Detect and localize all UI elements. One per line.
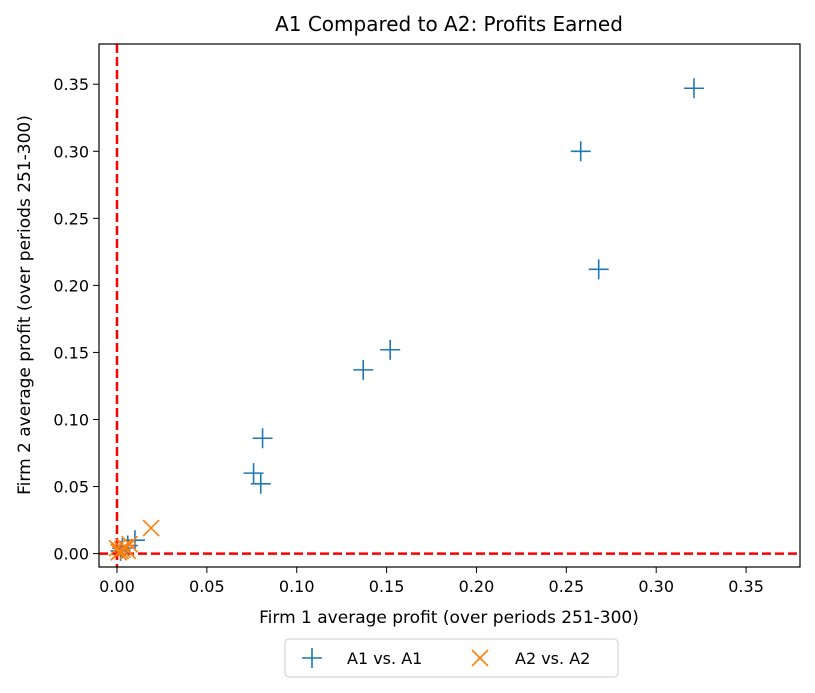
legend-label-1: A1 vs. A1 bbox=[347, 649, 422, 668]
x-tick-label: 0.25 bbox=[549, 577, 585, 596]
a1-data-point bbox=[570, 141, 591, 162]
a1-data-point bbox=[588, 259, 609, 280]
x-tick-label: 0.05 bbox=[189, 577, 225, 596]
y-tick-label: 0.05 bbox=[53, 478, 89, 497]
x-tick-label: 0.10 bbox=[279, 577, 315, 596]
a1-data-point bbox=[252, 428, 273, 449]
x-tick-label: 0.15 bbox=[369, 577, 405, 596]
chart-title: A1 Compared to A2: Profits Earned bbox=[275, 12, 623, 36]
y-tick-label: 0.25 bbox=[53, 209, 89, 228]
legend-marker-2 bbox=[471, 649, 489, 667]
legend-label-2: A2 vs. A2 bbox=[515, 649, 590, 668]
a1-data-point bbox=[250, 473, 271, 494]
a1-data-point bbox=[243, 463, 264, 484]
legend: A1 vs. A1 A2 vs. A2 bbox=[284, 638, 619, 678]
x-tick-label: 0.20 bbox=[459, 577, 495, 596]
y-tick-label: 0.15 bbox=[53, 343, 89, 362]
legend-box bbox=[284, 638, 619, 678]
a1-data-point bbox=[353, 359, 374, 380]
y-tick-label: 0.20 bbox=[53, 276, 89, 295]
x-tick-label: 0.00 bbox=[99, 577, 135, 596]
a2-data-point bbox=[108, 539, 126, 557]
y-axis-label: Firm 2 average profit (over periods 251-… bbox=[15, 115, 35, 495]
x-axis-label: Firm 1 average profit (over periods 251-… bbox=[259, 608, 639, 628]
legend-marker-1 bbox=[302, 648, 322, 668]
y-tick-label: 0.10 bbox=[53, 410, 89, 429]
y-tick-label: 0.35 bbox=[53, 75, 89, 94]
x-axis-ticks: 0.00 0.05 0.10 0.15 0.20 0.25 0.30 0.35 bbox=[99, 567, 764, 596]
data-markers bbox=[108, 78, 704, 561]
a2-data-point bbox=[142, 519, 160, 537]
y-axis-ticks: 0.00 0.05 0.10 0.15 0.20 0.25 0.30 0.35 bbox=[53, 75, 99, 564]
a1-data-point bbox=[683, 78, 704, 99]
x-tick-label: 0.30 bbox=[638, 577, 674, 596]
a1-data-point bbox=[380, 339, 401, 360]
x-tick-label: 0.35 bbox=[728, 577, 764, 596]
plot-area-frame bbox=[98, 43, 801, 568]
y-tick-label: 0.30 bbox=[53, 142, 89, 161]
y-tick-label: 0.00 bbox=[53, 545, 89, 564]
reference-lines bbox=[99, 44, 800, 567]
a2-data-point bbox=[119, 542, 137, 560]
